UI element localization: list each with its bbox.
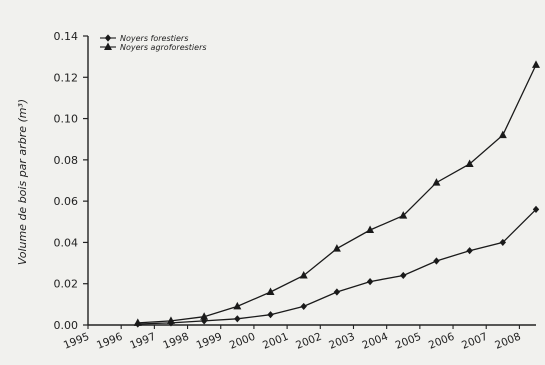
x-tick-label: 1998: [161, 331, 190, 352]
x-tick-label: 2007: [460, 331, 489, 352]
triangle-point: [532, 60, 540, 68]
diamond-point: [532, 205, 540, 213]
triangle-point: [133, 318, 142, 326]
axes: [87, 36, 536, 326]
triangle-point: [366, 225, 375, 234]
triangle-point: [399, 211, 408, 219]
diamond-point: [234, 315, 241, 323]
y-tick-label: 0.02: [54, 278, 79, 291]
triangle-point: [166, 316, 175, 324]
legend-marker: [104, 34, 112, 42]
x-tick-label: 1997: [128, 331, 157, 352]
diamond-point: [300, 302, 307, 311]
x-tick-label: 2003: [327, 331, 356, 352]
x-tick-label: 1996: [95, 331, 125, 352]
diamond-point: [433, 257, 440, 265]
triangle-point: [465, 159, 474, 167]
series-line: [137, 208, 537, 325]
x-tick-label: 2001: [261, 331, 290, 352]
series-layer: [133, 60, 540, 328]
triangle-point: [299, 270, 308, 279]
y-tick-label: 0.06: [54, 195, 79, 208]
triangle-point: [332, 244, 341, 252]
legend-label: Noyers agroforestiers: [120, 43, 207, 52]
diamond-point: [466, 247, 473, 255]
y-tick-label: 0.04: [54, 236, 79, 249]
series-1: [134, 205, 540, 328]
x-tick-label: 2008: [493, 331, 522, 352]
series-line: [137, 64, 537, 324]
y-tick-label: 0.14: [54, 30, 79, 43]
diamond-point: [333, 288, 341, 296]
legend-marker: [104, 42, 112, 50]
x-tick-label: 2000: [228, 331, 257, 352]
x-tick-label: 2005: [394, 331, 423, 352]
legend-entry: Noyers forestiers: [100, 34, 188, 43]
triangle-point: [498, 130, 507, 139]
diamond-point: [499, 238, 507, 247]
y-tick-label: 0.12: [54, 71, 79, 84]
x-tick-label: 2006: [427, 331, 457, 352]
y-tick-label: 0.00: [54, 319, 79, 332]
triangle-point: [233, 301, 242, 310]
x-tick-label: 1999: [195, 331, 224, 352]
y-tick-label: 0.10: [54, 113, 79, 126]
diamond-point: [267, 311, 274, 319]
x-tick-label: 2004: [361, 331, 391, 352]
x-tick-label: 1995: [62, 331, 91, 352]
triangle-point: [266, 287, 275, 295]
diamond-point: [366, 278, 374, 286]
x-tick-label: 2002: [294, 331, 323, 352]
series-2: [133, 60, 540, 326]
triangle-point: [200, 312, 209, 320]
diamond-point: [400, 271, 407, 280]
triangle-point: [432, 178, 441, 186]
legend-entry: Noyers agroforestiers: [100, 42, 207, 52]
y-axis-label: Volume de bois par arbre (m³): [16, 99, 29, 265]
diamond-point: [200, 317, 208, 325]
y-tick-label: 0.08: [54, 154, 79, 167]
legend-label: Noyers forestiers: [120, 34, 188, 43]
tick-labels: 0.00 0.02 0.04 0.06 0.08 0.10 0.12 0.14 1995 1996…: [54, 30, 523, 352]
